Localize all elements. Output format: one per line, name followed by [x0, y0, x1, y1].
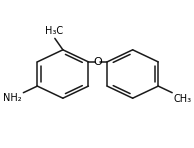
Text: CH₃: CH₃: [173, 94, 191, 104]
Text: O: O: [93, 57, 102, 67]
Text: NH₂: NH₂: [3, 93, 22, 103]
Text: H₃C: H₃C: [45, 26, 63, 36]
